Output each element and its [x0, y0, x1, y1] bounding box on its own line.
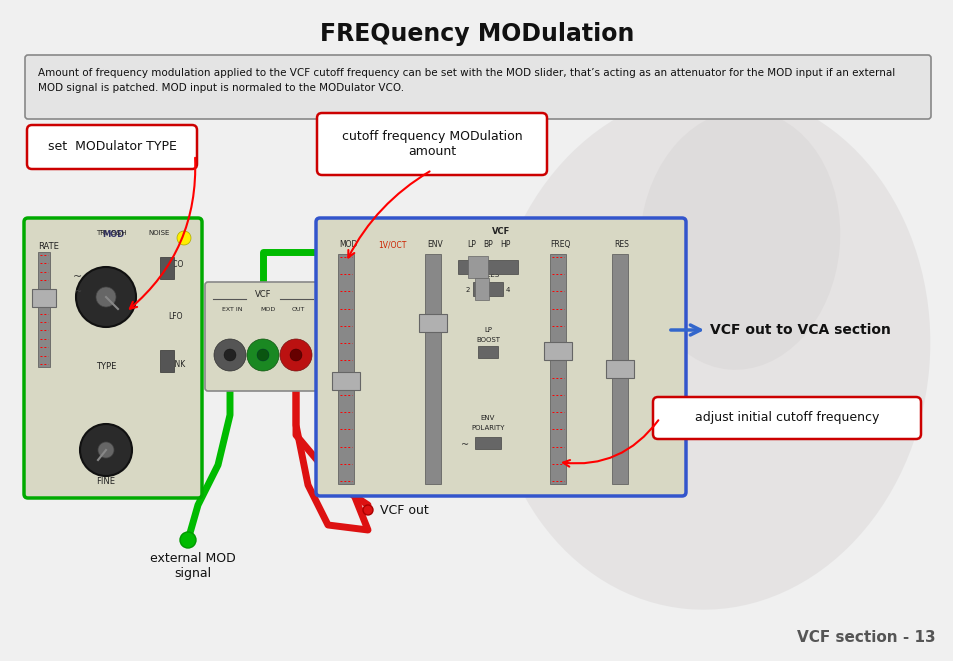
Text: set  MODulator TYPE: set MODulator TYPE [48, 141, 176, 153]
Text: POLARITY: POLARITY [471, 425, 504, 431]
Text: ~: ~ [491, 440, 498, 450]
Text: TRI  S&H: TRI S&H [96, 230, 127, 236]
Bar [32, 289, 56, 307]
Bar [612, 254, 627, 484]
Circle shape [98, 442, 113, 458]
Text: MOD: MOD [102, 230, 124, 239]
Circle shape [224, 349, 235, 361]
Bar [424, 254, 440, 484]
Circle shape [213, 339, 246, 371]
Text: MOD: MOD [260, 307, 275, 312]
Bar [332, 371, 359, 389]
Text: FREQ: FREQ [549, 240, 570, 249]
Circle shape [80, 424, 132, 476]
Text: 2: 2 [465, 287, 470, 293]
Text: VCF: VCF [492, 227, 510, 236]
Bar [457, 260, 517, 274]
Text: HP: HP [499, 240, 510, 249]
Text: ~: ~ [460, 440, 469, 450]
Text: FINE: FINE [96, 477, 115, 486]
Circle shape [290, 349, 302, 361]
Text: LFO: LFO [168, 312, 182, 321]
FancyBboxPatch shape [27, 125, 196, 169]
Text: cutoff frequency MODulation
amount: cutoff frequency MODulation amount [341, 130, 521, 158]
FancyBboxPatch shape [316, 113, 546, 175]
Bar [550, 254, 565, 484]
Text: VCF out to VCA section: VCF out to VCA section [709, 323, 890, 337]
Text: FREQuency MODulation: FREQuency MODulation [319, 22, 634, 46]
Text: POLES: POLES [476, 272, 498, 278]
Text: ~: ~ [74, 288, 81, 297]
Text: 1V/OCT: 1V/OCT [377, 240, 406, 249]
Text: NOISE: NOISE [148, 230, 170, 236]
Circle shape [76, 267, 136, 327]
FancyBboxPatch shape [205, 282, 320, 391]
Bar [337, 254, 354, 484]
Text: LINK: LINK [168, 360, 185, 369]
Bar [160, 350, 173, 372]
Text: ~: ~ [73, 272, 83, 282]
Circle shape [180, 532, 195, 548]
Bar [38, 252, 50, 367]
Ellipse shape [639, 110, 840, 369]
Text: EXT IN: EXT IN [222, 307, 242, 312]
Circle shape [256, 349, 269, 361]
Text: LP: LP [467, 240, 476, 249]
Text: RES: RES [614, 240, 629, 249]
Circle shape [177, 231, 191, 245]
Bar [543, 342, 572, 360]
Bar [475, 278, 489, 300]
Ellipse shape [489, 91, 929, 609]
Text: BP: BP [482, 240, 493, 249]
Text: MOD: MOD [338, 240, 356, 249]
Text: ENV: ENV [480, 415, 495, 421]
Circle shape [247, 339, 278, 371]
FancyBboxPatch shape [315, 218, 685, 496]
Text: VCF: VCF [254, 290, 271, 299]
Bar [160, 257, 173, 279]
FancyBboxPatch shape [25, 55, 930, 119]
Bar [477, 346, 497, 358]
Text: OUT: OUT [292, 307, 305, 312]
Text: ENV: ENV [427, 240, 442, 249]
Text: LP: LP [483, 327, 492, 333]
Circle shape [96, 287, 116, 307]
Text: external MOD
signal: external MOD signal [150, 552, 235, 580]
FancyBboxPatch shape [24, 218, 202, 498]
Text: 4: 4 [505, 287, 510, 293]
Bar [475, 437, 500, 449]
FancyBboxPatch shape [652, 397, 920, 439]
Bar [473, 282, 502, 296]
Text: VCO: VCO [168, 260, 184, 269]
Bar [605, 360, 634, 378]
Text: BOOST: BOOST [476, 337, 499, 343]
Text: VCF out: VCF out [379, 504, 428, 516]
Circle shape [280, 339, 312, 371]
Text: VCF section - 13: VCF section - 13 [797, 630, 935, 645]
Bar [468, 256, 488, 278]
Text: TYPE: TYPE [95, 362, 116, 371]
Circle shape [363, 505, 373, 515]
Bar [418, 314, 447, 332]
Text: Amount of frequency modulation applied to the VCF cutoff frequency can be set wi: Amount of frequency modulation applied t… [38, 68, 894, 93]
Text: adjust initial cutoff frequency: adjust initial cutoff frequency [694, 412, 879, 424]
Text: RATE: RATE [38, 242, 59, 251]
